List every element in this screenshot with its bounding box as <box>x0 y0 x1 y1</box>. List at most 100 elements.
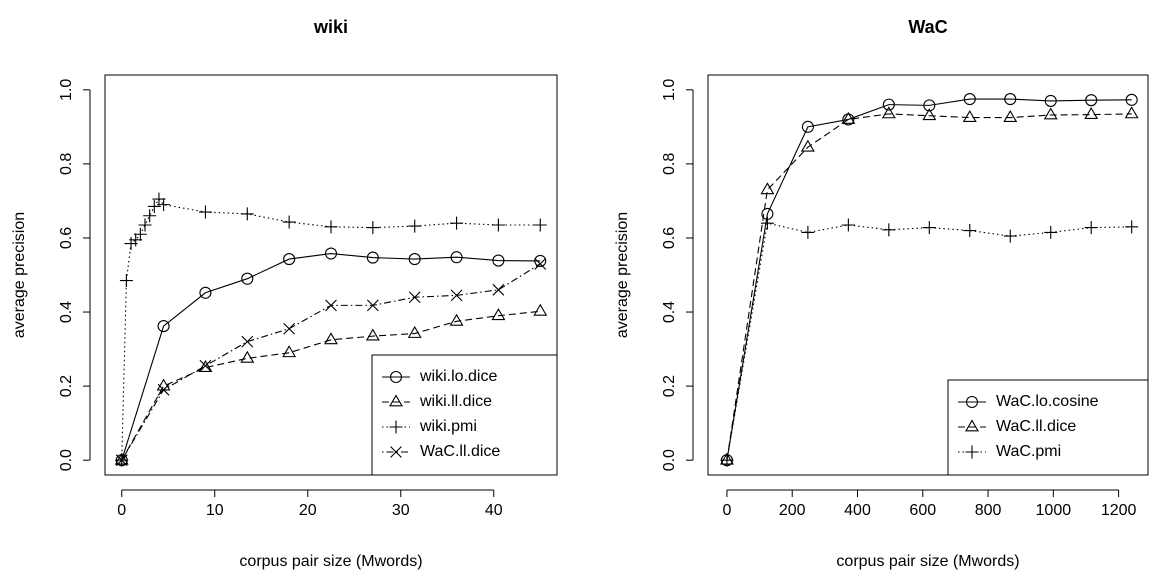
marker <box>533 303 548 316</box>
marker <box>199 359 212 372</box>
marker <box>241 272 254 285</box>
marker <box>491 308 506 321</box>
x-axis-label: corpus pair size (Mwords) <box>836 553 1019 570</box>
legend-label: WaC.ll.dice <box>420 443 500 460</box>
marker <box>922 108 937 121</box>
marker <box>157 320 170 333</box>
legend-label: wiki.pmi <box>419 418 477 435</box>
legend-label: WaC.ll.dice <box>996 418 1076 435</box>
y-tick-label: 0.8 <box>58 153 75 175</box>
marker <box>881 106 896 119</box>
marker <box>389 420 403 434</box>
marker <box>1084 221 1098 235</box>
y-axis-label: average precision <box>11 212 28 338</box>
marker <box>1125 93 1138 106</box>
x-tick-label: 400 <box>844 502 871 519</box>
marker <box>963 224 977 238</box>
marker <box>138 218 152 232</box>
marker <box>389 370 403 384</box>
marker <box>1124 106 1139 119</box>
marker <box>1084 107 1099 120</box>
marker <box>324 332 338 345</box>
series-line <box>726 222 1132 461</box>
marker <box>366 299 379 312</box>
marker <box>325 299 337 312</box>
marker <box>491 218 505 232</box>
marker <box>115 454 128 467</box>
marker <box>283 322 296 335</box>
chart-title: WaC <box>908 17 947 37</box>
marker <box>365 328 380 341</box>
marker <box>492 254 505 267</box>
marker <box>923 99 936 112</box>
x-tick-label: 200 <box>779 502 806 519</box>
marker <box>450 251 463 264</box>
marker <box>760 182 775 195</box>
marker <box>882 98 895 111</box>
chart-title: wiki <box>313 17 348 37</box>
marker <box>965 395 979 409</box>
x-tick-label: 1200 <box>1101 502 1137 519</box>
plot-frame <box>707 74 1149 476</box>
x-tick-label: 30 <box>392 502 410 519</box>
y-tick-label: 1.0 <box>661 79 678 101</box>
marker <box>450 289 463 302</box>
marker <box>922 221 936 235</box>
marker <box>492 283 505 296</box>
series-line <box>121 310 541 461</box>
marker <box>962 109 977 122</box>
marker <box>800 139 815 152</box>
y-tick-label: 1.0 <box>58 79 75 101</box>
plot-frame <box>104 74 558 476</box>
marker <box>119 274 133 288</box>
marker <box>1125 220 1139 234</box>
y-tick-label: 0.4 <box>58 301 75 323</box>
marker <box>157 383 170 396</box>
x-tick-label: 800 <box>975 502 1002 519</box>
marker <box>408 291 421 304</box>
marker <box>1004 93 1017 106</box>
marker <box>801 120 814 133</box>
marker <box>198 359 213 372</box>
marker <box>720 453 734 467</box>
x-axis-label: corpus pair size (Mwords) <box>239 553 422 570</box>
marker <box>407 325 422 338</box>
y-tick-label: 0.6 <box>661 227 678 249</box>
marker <box>1044 225 1058 239</box>
y-tick-label: 0.4 <box>661 301 678 323</box>
y-tick-label: 0.8 <box>661 153 678 175</box>
marker <box>199 286 212 299</box>
marker <box>882 223 896 237</box>
marker <box>133 227 147 241</box>
marker <box>324 220 338 234</box>
x-tick-label: 1000 <box>1036 502 1072 519</box>
marker <box>450 216 464 230</box>
y-axis-label: average precision <box>614 212 631 338</box>
marker <box>841 111 856 124</box>
x-tick-label: 10 <box>206 502 224 519</box>
y-tick-label: 0.0 <box>661 449 678 471</box>
marker <box>533 218 547 232</box>
marker <box>240 350 255 363</box>
marker <box>449 313 464 326</box>
x-tick-label: 0 <box>117 502 126 519</box>
marker <box>366 251 379 264</box>
marker <box>408 253 421 266</box>
x-tick-label: 600 <box>909 502 936 519</box>
marker <box>801 225 815 239</box>
marker <box>534 254 547 267</box>
series-line <box>121 252 541 461</box>
marker <box>143 209 157 223</box>
marker <box>283 253 296 266</box>
y-tick-label: 0.6 <box>58 227 75 249</box>
marker <box>389 394 403 407</box>
marker <box>1003 109 1018 122</box>
marker <box>198 205 212 219</box>
marker <box>963 93 976 106</box>
marker <box>841 218 855 232</box>
marker <box>147 199 161 213</box>
marker <box>534 258 547 270</box>
marker <box>1003 229 1017 243</box>
marker <box>1085 94 1098 107</box>
